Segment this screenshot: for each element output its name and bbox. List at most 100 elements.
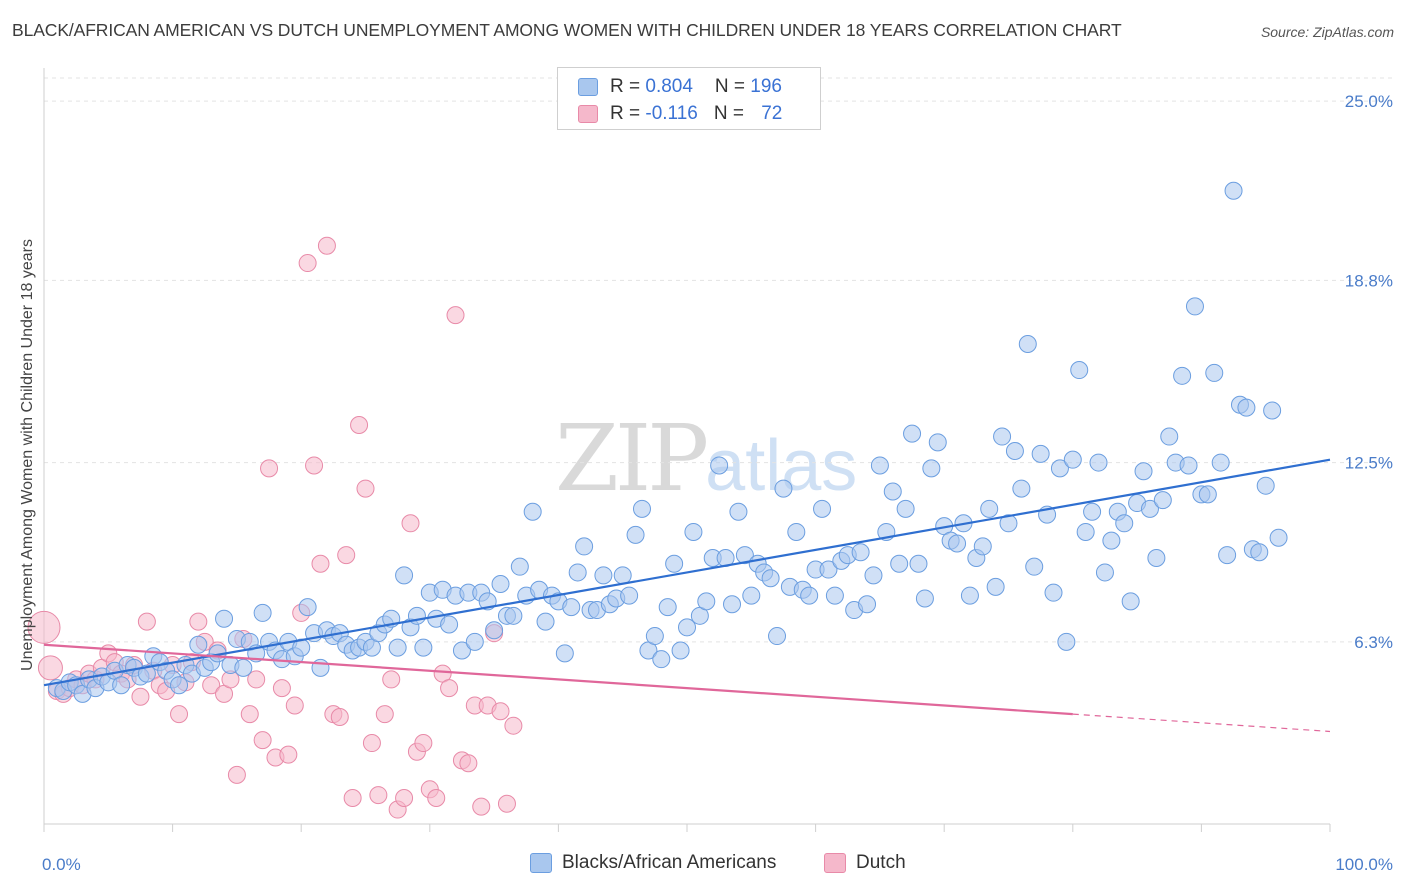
- blacks-point: [1031, 444, 1050, 463]
- blacks-point: [851, 543, 870, 562]
- blacks-point: [112, 676, 131, 695]
- blacks-point: [870, 456, 889, 475]
- blacks-point: [645, 627, 664, 646]
- blacks-point: [1269, 528, 1288, 547]
- dutch-point: [131, 687, 150, 706]
- blacks-point: [137, 664, 156, 683]
- legend-item-dutch[interactable]: Dutch: [824, 852, 906, 874]
- blacks-point: [652, 650, 671, 669]
- dutch-point: [317, 236, 336, 255]
- dutch-trend-extension: [1072, 713, 1331, 733]
- blacks-point: [395, 566, 414, 585]
- blacks-point: [510, 557, 529, 576]
- source-label: Source: ZipAtlas.com: [1260, 24, 1394, 40]
- dutch-point: [491, 702, 510, 721]
- blacks-point: [1070, 361, 1089, 380]
- blacks-point: [1076, 522, 1095, 541]
- blacks-point: [1250, 543, 1269, 562]
- dutch-point: [202, 676, 221, 695]
- legend-n-value: 72: [761, 103, 783, 124]
- blacks-point: [1185, 297, 1204, 316]
- blacks-point: [710, 456, 729, 475]
- dutch-point: [247, 670, 266, 689]
- blacks-point: [819, 560, 838, 579]
- blacks-point: [813, 499, 832, 518]
- blacks-point: [1044, 583, 1063, 602]
- blacks-point: [1025, 557, 1044, 576]
- blacks-point: [774, 479, 793, 498]
- blacks-point: [1063, 450, 1082, 469]
- blacks-point: [594, 566, 613, 585]
- blacks-point: [414, 638, 433, 657]
- blacks-point: [1115, 514, 1134, 533]
- blacks-point: [170, 676, 189, 695]
- series-legend: Blacks/African Americans Dutch: [0, 852, 1406, 878]
- blacks-point: [452, 641, 471, 660]
- blacks-point: [986, 577, 1005, 596]
- legend-row-blacks: R = 0.804 N = 196: [578, 75, 782, 99]
- x-tick-label: 0.0%: [42, 855, 81, 874]
- blacks-point: [973, 537, 992, 556]
- blacks-point: [1173, 366, 1192, 385]
- blacks-point: [1160, 427, 1179, 446]
- dutch-point: [504, 716, 523, 735]
- legend-label-dutch: Dutch: [856, 852, 906, 873]
- dutch-point: [37, 655, 63, 681]
- dutch-point: [350, 415, 369, 434]
- blacks-point: [864, 566, 883, 585]
- legend-swatch-pink: [824, 853, 846, 873]
- dutch-point: [401, 514, 420, 533]
- blacks-point: [504, 606, 523, 625]
- y-tick-label: 25.0%: [1345, 92, 1393, 111]
- dutch-point: [305, 456, 324, 475]
- dutch-point: [279, 745, 298, 764]
- legend-row-dutch: R = -0.116 N = 72: [578, 102, 782, 126]
- blacks-point: [909, 554, 928, 573]
- blacks-point: [1147, 548, 1166, 567]
- legend-n-label: N =: [713, 103, 750, 124]
- dutch-point: [343, 788, 362, 807]
- dutch-point: [382, 670, 401, 689]
- blacks-point: [890, 554, 909, 573]
- blacks-point: [1263, 401, 1282, 420]
- blacks-point: [568, 563, 587, 582]
- blacks-point: [723, 595, 742, 614]
- dutch-point: [189, 612, 208, 631]
- blacks-point: [678, 618, 696, 637]
- blacks-point: [1005, 442, 1024, 460]
- blacks-trend-line: [43, 458, 1331, 687]
- blacks-point: [671, 641, 690, 660]
- blacks-point: [465, 632, 484, 651]
- dutch-point: [272, 679, 291, 698]
- dutch-point: [227, 765, 246, 784]
- dutch-point: [395, 788, 414, 807]
- blacks-point: [993, 427, 1012, 446]
- dutch-point: [170, 705, 189, 724]
- blacks-point: [1018, 335, 1037, 354]
- dutch-point: [369, 786, 388, 805]
- blacks-point: [626, 525, 645, 544]
- blacks-point: [1218, 546, 1237, 565]
- legend-n-value: 196: [750, 76, 782, 97]
- dutch-point: [414, 734, 433, 753]
- blacks-point: [729, 502, 748, 521]
- dutch-point: [337, 546, 356, 565]
- blacks-point: [1057, 632, 1076, 651]
- blacks-point: [761, 569, 780, 588]
- blacks-point: [1153, 491, 1172, 510]
- blacks-point: [440, 615, 459, 634]
- blacks-point: [999, 514, 1018, 533]
- chart-title: BLACK/AFRICAN AMERICAN VS DUTCH UNEMPLOY…: [12, 20, 1122, 40]
- blacks-point: [697, 592, 716, 611]
- blacks-point: [613, 566, 632, 585]
- blacks-point: [298, 598, 317, 617]
- legend-item-blacks[interactable]: Blacks/African Americans: [530, 852, 776, 874]
- dutch-point: [497, 794, 516, 813]
- dutch-trend-line: [43, 643, 1073, 716]
- blacks-point: [858, 595, 877, 614]
- y-axis-label: Unemployment Among Women with Children U…: [19, 239, 36, 671]
- y-tick-label: 12.5%: [1345, 454, 1393, 473]
- blacks-point: [665, 554, 684, 573]
- blacks-point: [536, 612, 555, 631]
- legend-r-value: -0.116: [645, 103, 698, 124]
